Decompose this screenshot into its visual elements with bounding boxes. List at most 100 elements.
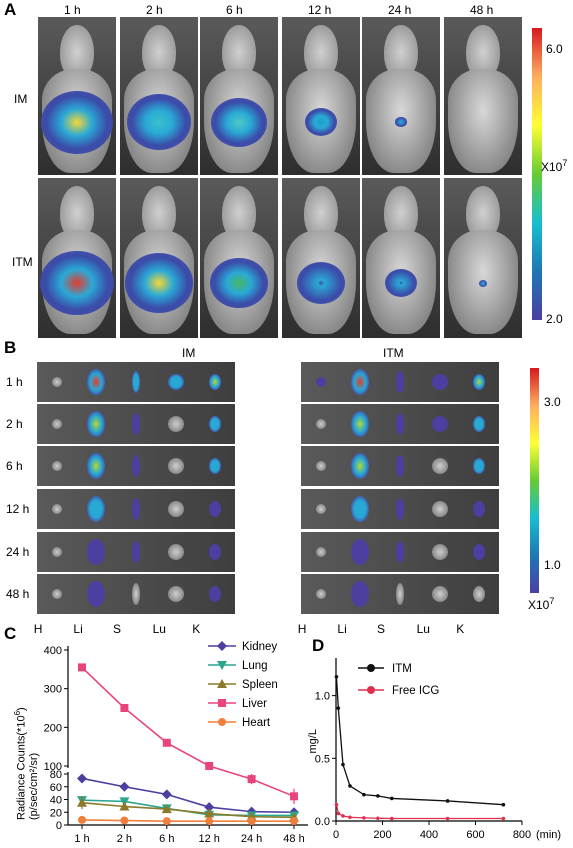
organ-h [51,461,62,471]
time-label-1h: 1 h [64,3,81,17]
chart-d-ylabel: mg/L [307,729,319,753]
organ-time-label-1h: 1 h [6,375,23,389]
mouse-image-itm-24h [362,178,440,338]
chart-c-legend-label: Liver [242,698,267,710]
organ-k [209,501,222,517]
chart-d-xtick-label: 0 [333,829,339,841]
chart-c-ytick-label: 60 [50,782,62,794]
fluorescence-signal [297,262,345,304]
chart-c-point-liver [290,792,298,801]
organ-time-label-48h: 48 h [6,587,30,601]
organ-h [51,589,62,599]
chart-c-point-kidney [77,773,87,784]
mouse-image-itm-6h [200,178,278,338]
fluorescence-signal [127,94,191,150]
fluorescence-signal [211,97,267,147]
chart-c-series-line-heart [81,819,294,822]
organ-li [351,496,370,522]
organ-h [315,377,326,387]
row-label-itm: ITM [12,255,33,269]
mouse-image-im-1h [38,17,116,175]
organ-strip-im-1h [37,362,235,402]
colorbar-b-max: 3.0 [544,395,561,409]
fluorescence-signal [40,250,114,316]
chart-c-ytick-label: 100 [44,761,62,773]
time-label-12h: 12 h [308,3,332,17]
organ-li [87,369,106,395]
chart-c-point-liver [120,704,129,712]
chart-c-point-liver [247,775,256,784]
chart-c-legend-label: Heart [242,717,271,729]
chart-d-xtick-label: 200 [373,829,391,841]
chart-d-point-0 [362,792,366,797]
chart-c-ytick-label: 0 [56,820,62,832]
organ-lu [167,458,184,474]
organ-s [396,583,404,605]
chart-d-ytick-label: 0.5 [315,753,330,765]
organ-label-h: H [33,622,43,636]
mouse-image-itm-2h [120,178,198,338]
organ-k [209,458,222,474]
panel-d-letter: D [312,636,325,655]
group-label-itm: ITM [383,346,404,360]
chart-c-point-spleen [204,808,215,818]
chart-c-xtick-label: 24 h [241,833,262,845]
chart-c-point-liver [205,762,214,770]
colorbar-b-min: 1.0 [544,558,561,572]
organ-strip-itm-24h [301,532,499,572]
panel-c-letter: C [4,624,17,643]
organ-h [51,419,62,429]
chart-c-point-heart [290,817,298,826]
chart-c-point-spleen [119,801,130,811]
colorbar-a-min: 2.0 [546,312,563,326]
organ-time-label-12h: 12 h [6,502,30,516]
chart-c-legend-marker [217,641,227,651]
organ-k [473,416,486,432]
chart-d-point-0 [334,675,339,679]
chart-d-legend-label: Free ICG [392,685,439,697]
fluorescence-signal [479,279,487,287]
row-label-im: IM [14,92,28,106]
organ-k [209,374,222,390]
chart-c-point-kidney [204,802,215,813]
organ-k [473,501,486,517]
organ-label-k: K [456,622,465,636]
panel-a-letter: A [4,0,17,19]
chart-c-legend-label: Kidney [242,641,277,653]
chart-c-xtick-label: 1 h [74,833,89,845]
chart-c-ytick-label: 300 [44,684,62,696]
organ-s [132,541,140,563]
organ-strip-im-24h [37,532,235,572]
chart-c-series-line-lung [81,799,294,817]
chart-c-xtick-label: 48 h [283,833,304,845]
organ-h [315,461,326,471]
organ-h [315,589,326,599]
chart-d-point-1 [334,802,339,807]
organ-s [396,371,404,393]
organ-lu [167,416,184,432]
organ-strip-im-6h [37,446,235,486]
organ-li [87,539,106,565]
organ-label-h: H [297,622,307,636]
chart-d-legend-marker [367,664,375,672]
chart-c-point-spleen [77,797,87,807]
organ-h [51,547,62,557]
organ-label-s: S [113,622,122,636]
organ-li [351,411,370,437]
organ-lu [167,501,184,517]
chart-d-point-1 [348,815,352,820]
mouse-image-itm-12h [282,178,360,338]
chart-c-series-line-spleen [81,801,295,819]
organ-lu [167,586,184,602]
chart-d-point-1 [445,816,450,821]
chart-d-ytick-label: 1.0 [315,691,330,703]
mouse-body [448,69,518,173]
organ-time-label-6h: 6 h [6,459,23,473]
organ-lu [431,458,448,474]
chart-c-ytick-label: 40 [50,795,62,807]
organ-lu [431,586,448,602]
organ-k [209,544,222,560]
organ-label-k: K [192,622,201,636]
organ-s [132,371,140,393]
